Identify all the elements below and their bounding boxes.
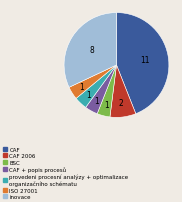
Wedge shape (97, 66, 116, 117)
Text: 11: 11 (140, 56, 150, 65)
Wedge shape (110, 66, 136, 118)
Text: 1: 1 (86, 91, 91, 100)
Wedge shape (64, 14, 116, 88)
Text: 1: 1 (94, 97, 99, 106)
Text: 1: 1 (104, 101, 109, 109)
Wedge shape (86, 66, 116, 114)
Wedge shape (116, 14, 169, 114)
Legend: CAF, CAF 2006, BSC, CAF + popis procesů, provedeni procesní analýzy + optimaliza: CAF, CAF 2006, BSC, CAF + popis procesů,… (3, 147, 128, 199)
Wedge shape (69, 66, 116, 99)
Text: 8: 8 (90, 46, 94, 55)
Text: 2: 2 (119, 98, 124, 107)
Wedge shape (76, 66, 116, 108)
Text: 1: 1 (80, 83, 84, 92)
